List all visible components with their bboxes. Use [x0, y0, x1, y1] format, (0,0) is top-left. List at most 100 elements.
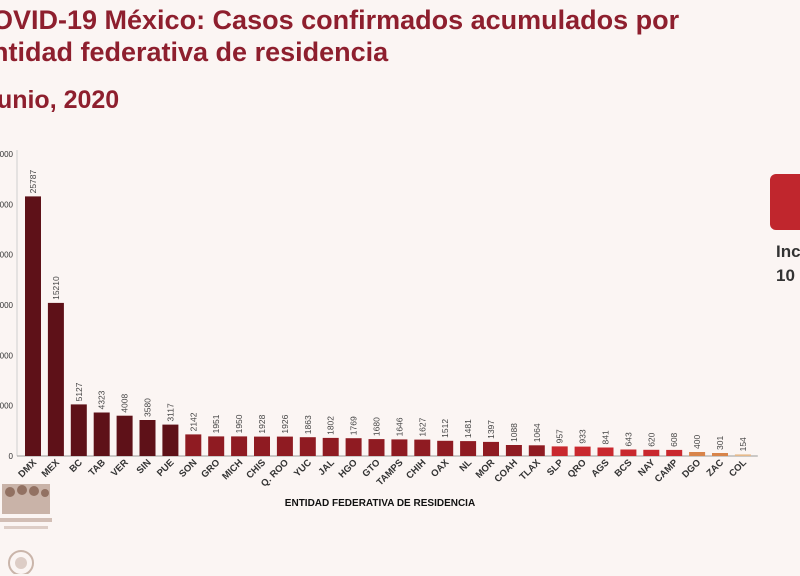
- value-label: 301: [715, 436, 725, 450]
- value-label: 643: [623, 432, 633, 446]
- bar-gto: [368, 439, 385, 456]
- value-label: 1646: [394, 417, 404, 436]
- x-tick-label: MEX: [40, 457, 63, 480]
- x-tick-label: TAB: [87, 457, 108, 478]
- title-line-1: OVID-19 México: Casos confirmados acumul…: [0, 5, 680, 35]
- bar-sin: [139, 420, 156, 456]
- bar-tab: [93, 412, 110, 456]
- bar-yuc: [299, 437, 316, 456]
- side-legend-line-1: Inc: [776, 242, 800, 261]
- bar-mex: [47, 302, 64, 456]
- value-label: 1863: [303, 415, 313, 434]
- x-tick-label: TLAX: [518, 457, 544, 483]
- x-tick-label: COAH: [492, 457, 520, 485]
- government-logo: [0, 484, 52, 529]
- value-label: 154: [738, 437, 748, 451]
- x-tick-label: SLP: [545, 457, 566, 478]
- x-tick-label: DMX: [16, 457, 39, 480]
- x-tick-label: ZAC: [705, 457, 727, 479]
- bar-col: [734, 454, 751, 456]
- bar-chih: [414, 439, 431, 456]
- x-axis-label: ENTIDAD FEDERATIVA DE RESIDENCIA: [285, 498, 475, 509]
- bar-bc: [70, 404, 87, 456]
- bar-chis: [254, 436, 270, 456]
- value-label: 400: [692, 435, 702, 449]
- side-legend-line-2: 10: [776, 266, 795, 285]
- x-tick-label: SIN: [135, 457, 154, 476]
- x-tick-label: YUC: [292, 457, 314, 479]
- value-label: 957: [555, 429, 565, 443]
- value-label: 3117: [165, 403, 175, 422]
- date-subtitle: junio, 2020: [0, 86, 120, 114]
- bar-dgo: [689, 452, 706, 456]
- side-legend-box: [770, 174, 800, 230]
- bar-tlax: [528, 445, 545, 456]
- value-label: 1802: [326, 416, 336, 435]
- value-label: 1769: [349, 416, 359, 435]
- bar-mich: [231, 436, 248, 456]
- bar-nay: [643, 449, 660, 456]
- bar-bcs: [620, 449, 637, 456]
- x-tick-label: CAMP: [653, 457, 681, 485]
- bar-son: [185, 434, 202, 456]
- value-label: 1627: [417, 417, 427, 436]
- value-label: 1926: [280, 414, 290, 433]
- bar-hgo: [345, 438, 362, 456]
- value-label: 5127: [74, 382, 84, 401]
- x-tick-label: MICH: [220, 457, 245, 482]
- y-tick-label: 0: [9, 452, 14, 461]
- value-label: 1928: [257, 414, 267, 433]
- value-label: 1397: [486, 420, 496, 439]
- value-label: 25787: [28, 169, 38, 193]
- value-label: 15210: [51, 276, 61, 300]
- bar-chart: 000000000000000000000000025787DMX15210ME…: [0, 150, 758, 509]
- bar-camp: [666, 449, 683, 456]
- bar-ags: [597, 447, 614, 456]
- value-label: 620: [646, 432, 656, 446]
- value-label: 2142: [188, 412, 198, 431]
- bar-coah: [505, 445, 522, 456]
- value-label: 841: [601, 430, 611, 444]
- bar-nl: [460, 441, 477, 456]
- value-label: 4323: [97, 390, 107, 409]
- value-label: 3580: [143, 398, 153, 417]
- bar-zac: [712, 453, 728, 456]
- side-legend-text: Inc 10: [776, 240, 800, 288]
- x-tick-label: BCS: [613, 457, 635, 479]
- bar-ver: [116, 415, 133, 456]
- value-label: 608: [669, 432, 679, 446]
- bar-slp: [551, 446, 568, 456]
- x-tick-label: VER: [109, 457, 131, 479]
- bar-cdmx: [25, 196, 41, 456]
- value-label: 933: [578, 429, 588, 443]
- value-label: 1951: [211, 414, 221, 433]
- x-tick-label: JAL: [316, 457, 337, 478]
- value-label: 1680: [372, 417, 382, 436]
- bar-mor: [483, 441, 499, 456]
- x-tick-label: COL: [727, 457, 749, 479]
- x-tick-label: PUE: [155, 457, 177, 479]
- x-tick-label: GRO: [199, 457, 222, 480]
- x-tick-label: AGS: [589, 457, 611, 479]
- value-label: 1064: [532, 423, 542, 442]
- chart-title: OVID-19 México: Casos confirmados acumul…: [0, 4, 679, 68]
- x-tick-label: SON: [177, 457, 199, 479]
- bar-pue: [162, 424, 179, 456]
- value-label: 4008: [120, 394, 130, 413]
- x-tick-label: OAX: [429, 457, 452, 480]
- value-label: 1481: [463, 419, 473, 438]
- x-tick-label: HGO: [337, 457, 360, 480]
- x-tick-label: NL: [457, 457, 474, 474]
- bar-gro: [208, 436, 225, 456]
- bar-jal: [322, 437, 339, 456]
- bar-oax: [437, 440, 454, 456]
- value-label: 1088: [509, 423, 519, 442]
- x-tick-label: QRO: [566, 457, 589, 480]
- bar-qro: [574, 446, 591, 456]
- seal-icon: [8, 550, 34, 574]
